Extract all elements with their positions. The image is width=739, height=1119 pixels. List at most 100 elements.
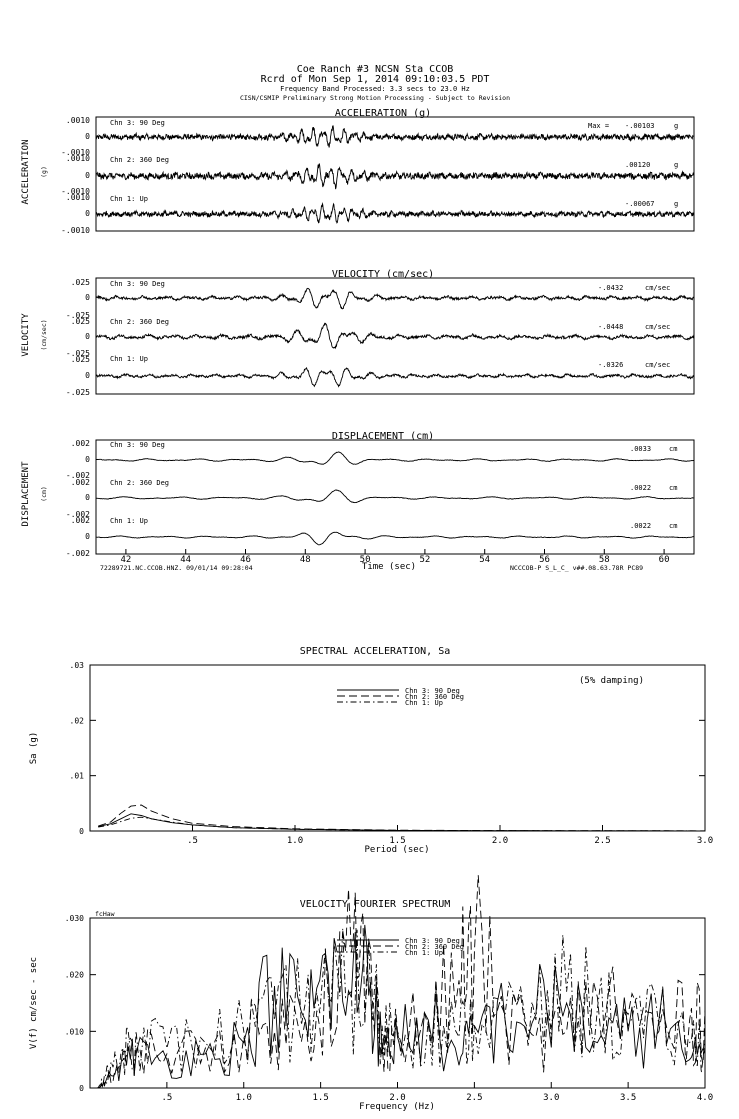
disp-ch2-tick-top: .002 (71, 478, 90, 487)
disp-ch3-trace (96, 451, 695, 465)
spectral-xtick-label: 3.0 (697, 836, 713, 846)
disp-ch1-tick-bottom: -.002 (66, 549, 90, 558)
footer-right: NCCCOB-P S_L_C_ v##.08.63.78R PC89 (510, 564, 643, 572)
disp-ch3-unit: cm (669, 445, 677, 453)
spectral-xtick-label: 2.5 (594, 836, 610, 846)
spectral-legend-label: Chn 3: 90 Deg (405, 687, 460, 695)
acc-ch1-tick-bottom: -.0010 (61, 226, 90, 235)
acc-ch1-label: Chn 1: Up (110, 195, 148, 203)
vel-ch3-tick-top: .025 (71, 278, 90, 287)
disp-ch3-tick-bottom: -.002 (66, 471, 90, 480)
disp-ch2-tick-zero: 0 (85, 493, 90, 502)
vel-ch3-trace (95, 287, 695, 310)
acc-ch2-trace (95, 163, 695, 190)
acc-ch3-trace (95, 125, 695, 148)
spectral-xlabel: Period (sec) (364, 845, 429, 855)
time-tick-label: 46 (240, 555, 251, 565)
acc-ch2-max: .00120 (625, 161, 650, 169)
acc-ch3-max-prefix: Max = (588, 122, 609, 130)
vel-ch2-tick-top: .025 (71, 317, 90, 326)
spectral-title: SPECTRAL ACCELERATION, Sa (300, 646, 451, 657)
fourier-xtick-label: 2.0 (389, 1093, 405, 1103)
acc-ch2-label: Chn 2: 360 Deg (110, 156, 169, 164)
fourier-series-line (97, 924, 706, 1089)
fourier-legend-label: Chn 1: Up (405, 949, 443, 957)
fourier-axis-ticks: .5 1.0 1.5 2.0 2.5 3.0 3.5 4.0 0 .010 .020 .030 (65, 914, 713, 1103)
time-tick-label: 52 (419, 555, 430, 565)
disp-ch1-tick-top: .002 (71, 516, 90, 525)
vel-ch3-max: -.0432 (598, 284, 623, 292)
spectral-ytick-label: 0 (79, 827, 84, 836)
spectral-axis-ticks: .5 1.0 1.5 2.0 2.5 3.0 0 .01 .02 .03 (70, 661, 714, 846)
time-tick-label: 50 (360, 555, 371, 565)
spectral-series (98, 804, 706, 832)
time-tick-label: 42 (120, 555, 131, 565)
disp-ch1-trace (95, 531, 695, 546)
acc-ch1-tick-zero: 0 (85, 209, 90, 218)
fourier-title: VELOCITY FOURIER SPECTRUM (300, 899, 451, 910)
displacement-ylabel: DISPLACEMENT (21, 461, 31, 527)
fourier-xtick-label: 3.0 (543, 1093, 559, 1103)
header-record: Rcrd of Mon Sep 1, 2014 09:10:03.5 PDT (261, 74, 490, 85)
vel-ch3-unit: cm/sec (645, 284, 670, 292)
time-axis-label: Time (sec) (362, 562, 416, 572)
disp-ch3-tick-top: .002 (71, 439, 90, 448)
acc-ch2-tick-top: .0010 (66, 154, 90, 163)
disp-ch1-label: Chn 1: Up (110, 517, 148, 525)
acc-ch1-max: -.00067 (625, 200, 655, 208)
header-disclaimer: CISN/CSMIP Preliminary Strong Motion Pro… (240, 94, 510, 102)
disp-ch3-max: .0033 (630, 445, 651, 453)
acc-ch2-unit: g (674, 161, 678, 169)
acceleration-ylabel: ACCELERATION (21, 139, 31, 204)
vel-ch2-label: Chn 2: 360 Deg (110, 318, 169, 326)
footer-left: 72289721.NC.CCOB.HNZ. 09/01/14 09:28:04 (100, 564, 253, 572)
acceleration-title: ACCELERATION (g) (335, 108, 431, 119)
disp-ch2-tick-bottom: -.002 (66, 510, 90, 519)
spectral-ytick-label: .01 (70, 772, 85, 781)
spectral-legend-label: Chn 1: Up (405, 699, 443, 707)
acc-ch1-trace (96, 202, 695, 224)
spectral-legend-label: Chn 2: 360 Deg (405, 693, 464, 701)
fourier-legend-label: Chn 2: 360 Deg (405, 943, 464, 951)
spectral-xtick-label: 1.0 (287, 836, 303, 846)
fourier-xtick-label: 4.0 (697, 1093, 713, 1103)
disp-ch2-trace (95, 489, 695, 504)
vel-ch2-unit: cm/sec (645, 323, 670, 331)
time-tick-label: 58 (599, 555, 610, 565)
time-tick-label: 60 (659, 555, 670, 565)
spectral-ytick-label: .03 (70, 661, 85, 670)
fourier-series-line (97, 928, 706, 1089)
disp-ch3-tick-zero: 0 (85, 455, 90, 464)
acc-ch3-unit: g (674, 122, 678, 130)
fourier-ylabel: V(f) cm/sec - sec (29, 957, 39, 1049)
acceleration-yunit: (g) (40, 166, 48, 178)
time-tick-label: 44 (180, 555, 191, 565)
disp-ch2-unit: cm (669, 484, 677, 492)
fourier-ytick-label: .030 (65, 914, 84, 923)
spectral-series-line (98, 804, 706, 832)
spectral-xtick-label: .5 (187, 836, 198, 846)
disp-ch2-max: .0022 (630, 484, 651, 492)
vel-ch2-tick-zero: 0 (85, 332, 90, 341)
velocity-yunit: (cm/sec) (40, 319, 48, 350)
time-tick-label: 54 (479, 555, 490, 565)
vel-ch3-label: Chn 3: 90 Deg (110, 280, 165, 288)
acc-ch1-unit: g (674, 200, 678, 208)
acc-ch3-label: Chn 3: 90 Deg (110, 119, 165, 127)
vel-ch1-tick-top: .025 (71, 355, 90, 364)
acc-ch2-tick-zero: 0 (85, 171, 90, 180)
acc-ch3-tick-bottom: -.0010 (61, 148, 90, 157)
vel-ch2-tick-bottom: -.025 (66, 349, 90, 358)
fourier-corner-note: fcHaw (95, 910, 115, 918)
fourier-legend-label: Chn 3: 90 Deg (405, 937, 460, 945)
fourier-ytick-label: .020 (65, 971, 84, 980)
vel-ch1-tick-zero: 0 (85, 371, 90, 380)
fourier-xtick-label: 1.5 (312, 1093, 328, 1103)
velocity-title: VELOCITY (cm/sec) (332, 269, 434, 280)
spectral-damping-note: (5% damping) (579, 676, 644, 686)
spectral-ytick-label: .02 (70, 716, 85, 725)
acc-ch1-tick-top: .0010 (66, 193, 90, 202)
fourier-series-line (97, 875, 706, 1089)
